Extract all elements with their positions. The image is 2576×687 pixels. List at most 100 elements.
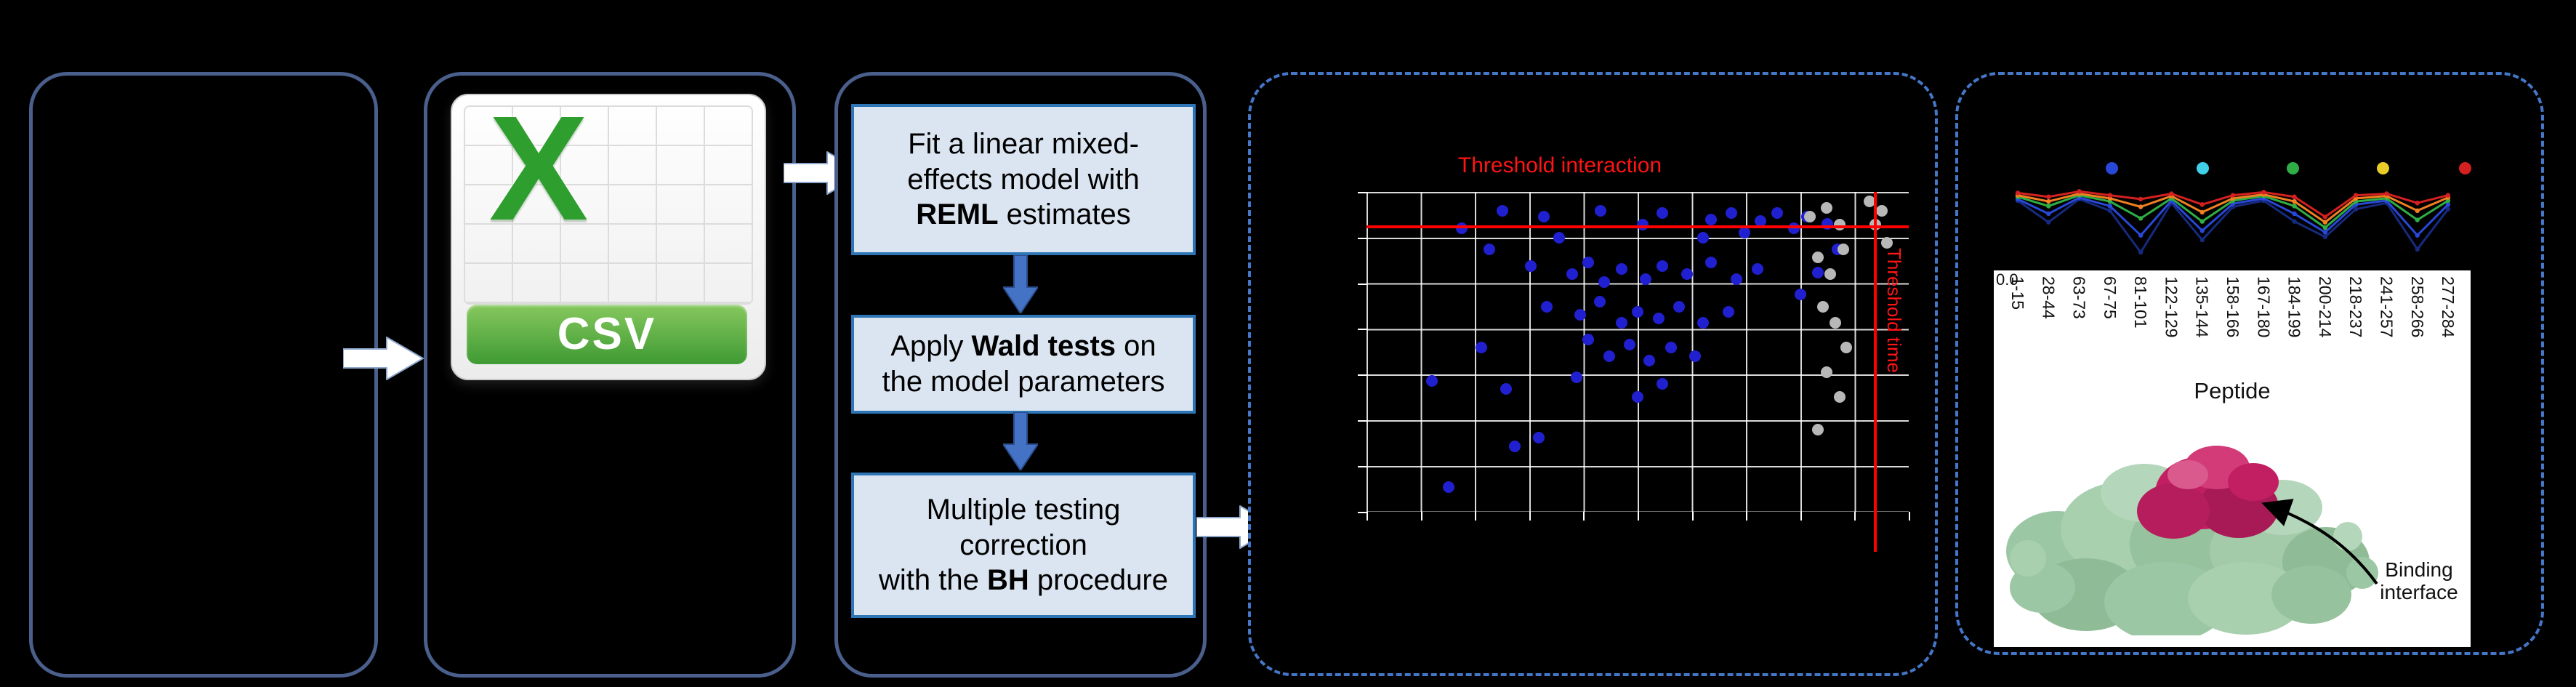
red-line-marker xyxy=(2107,193,2113,198)
blue-line-marker xyxy=(2322,230,2328,235)
blue-point xyxy=(1794,288,1806,300)
peptide-tick-label: 218-237 xyxy=(2346,276,2366,338)
binding-interface-label: Binding interface xyxy=(2380,558,2458,604)
y-tick xyxy=(1358,329,1367,331)
navy-line-marker xyxy=(2353,206,2359,212)
blue-point xyxy=(1632,305,1643,318)
blue-point xyxy=(1665,342,1677,354)
blue-point xyxy=(1705,214,1718,226)
panel-volcano-plot: Threshold interaction Threshold time xyxy=(1248,72,1938,676)
step-text-line: correction xyxy=(959,529,1087,561)
red-line-marker xyxy=(2077,189,2082,194)
green-line-marker xyxy=(2415,217,2420,222)
x-tick xyxy=(1909,512,1910,521)
gray-point xyxy=(1834,391,1846,403)
peptide-tick-label: 67-75 xyxy=(2100,276,2120,319)
gray-point xyxy=(1820,202,1832,214)
step-text-line: Multiple testing xyxy=(926,493,1121,526)
green-line-marker xyxy=(2046,204,2051,209)
threshold-time-line xyxy=(1874,192,1877,552)
blue-point xyxy=(1426,374,1438,387)
red-line-marker xyxy=(2199,202,2205,207)
peptide-tick-label: 277-284 xyxy=(2439,276,2458,338)
blue-line-marker xyxy=(2415,233,2420,238)
results-card: 0.0 1-15 28-44 63-73 67-75 81-101 122-129 135-… xyxy=(1994,270,2471,647)
x-tick xyxy=(1475,512,1477,521)
step-text-line: REML estimates xyxy=(916,198,1131,231)
blue-line-marker xyxy=(2046,211,2051,217)
red-line-marker xyxy=(2261,190,2266,195)
excel-x-logo-icon: X xyxy=(488,85,589,252)
peptide-tick-label: 63-73 xyxy=(2069,276,2089,319)
orange-line-marker xyxy=(2292,198,2297,204)
peptide-axis-title: Peptide xyxy=(2194,378,2271,403)
panel-model-steps: Fit a linear mixed-effects model with REM… xyxy=(834,72,1207,678)
y-tick xyxy=(1358,237,1367,239)
blue-point xyxy=(1632,391,1643,403)
green-line-marker xyxy=(2199,219,2205,224)
blue-point xyxy=(1574,309,1586,321)
blue-point xyxy=(1615,317,1627,329)
blue-point xyxy=(1689,350,1702,362)
blue-point xyxy=(1443,481,1455,494)
blue-point xyxy=(1566,268,1578,280)
red-line-marker xyxy=(2169,191,2174,196)
blue-point xyxy=(1533,432,1545,444)
blue-point xyxy=(1755,215,1767,228)
blue-point xyxy=(1525,260,1537,272)
gray-point xyxy=(1824,268,1836,280)
green-line-marker xyxy=(2322,225,2328,230)
y-axis-tick-zero: 0.0 xyxy=(1996,270,2018,289)
red-line-marker xyxy=(2230,193,2236,198)
orange-line-marker xyxy=(2138,204,2144,209)
gray-point xyxy=(1820,366,1832,379)
step-arrow-1 xyxy=(1003,255,1038,313)
peptide-tick-label: 184-199 xyxy=(2285,276,2304,338)
blue-point xyxy=(1593,296,1606,308)
blue-point xyxy=(1730,273,1742,285)
red-line-marker xyxy=(2384,191,2389,196)
navy-line-marker xyxy=(2138,249,2144,255)
blue-point xyxy=(1541,300,1553,313)
blue-point xyxy=(1594,205,1606,217)
blue-line-marker xyxy=(2107,204,2113,209)
x-tick xyxy=(1800,512,1802,521)
red-line-marker xyxy=(2292,194,2297,199)
red-line-marker xyxy=(2353,193,2359,198)
y-tick xyxy=(1358,283,1367,285)
threshold-time-label: Threshold time xyxy=(1883,248,1905,373)
gray-point xyxy=(1804,210,1816,222)
gray-point xyxy=(1817,300,1830,313)
blue-point xyxy=(1500,382,1513,395)
red-line-marker xyxy=(2445,193,2451,198)
blue-point xyxy=(1705,257,1718,269)
legend-dot-icon xyxy=(2287,162,2299,174)
gray-point xyxy=(1881,237,1893,249)
y-tick xyxy=(1358,374,1367,377)
navy-line-marker xyxy=(2292,219,2297,224)
blue-point xyxy=(1615,263,1627,276)
x-tick xyxy=(1529,512,1531,521)
step-arrow-2 xyxy=(1003,412,1038,470)
blue-point xyxy=(1484,243,1496,255)
blue-point xyxy=(1598,276,1611,289)
step-box-reml: Fit a linear mixed-effects model with REM… xyxy=(851,104,1196,255)
step-box-bh-correction: Multiple testing correction with the BH pr… xyxy=(851,473,1196,618)
red-line-marker xyxy=(2015,190,2021,196)
orange-line-marker xyxy=(2199,209,2205,215)
blue-point xyxy=(1656,260,1668,272)
threshold-interaction-label: Threshold interaction xyxy=(1457,153,1662,177)
binding-interface-arrow xyxy=(2261,499,2378,585)
step-text-line: Fit a linear mixed- xyxy=(908,127,1139,160)
blue-point xyxy=(1508,440,1521,452)
step-text-line: Apply Wald tests on xyxy=(890,330,1156,363)
legend-dot-icon xyxy=(2106,162,2118,174)
threshold-interaction-line xyxy=(1367,225,1909,228)
blue-point xyxy=(1673,300,1685,313)
panel-results: 0.0 1-15 28-44 63-73 67-75 81-101 122-129 135-… xyxy=(1955,72,2544,655)
green-line-marker xyxy=(2138,216,2144,221)
peptide-tick-label: 167-180 xyxy=(2254,276,2274,338)
blue-point xyxy=(1603,350,1616,362)
gray-point xyxy=(1840,342,1853,354)
